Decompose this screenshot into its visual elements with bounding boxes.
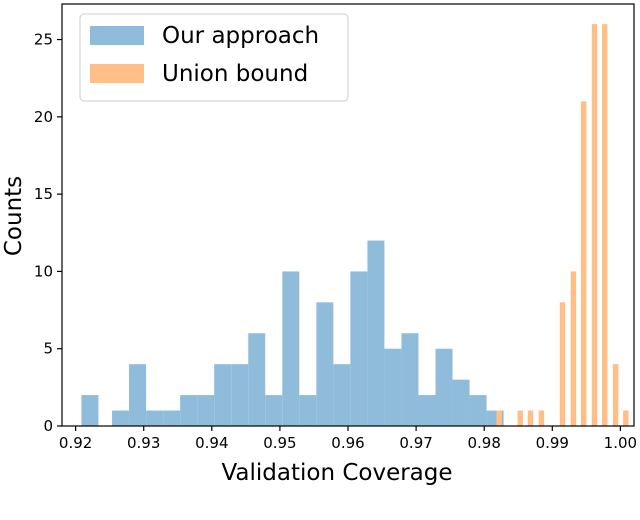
union-bound-bar-6 [580, 101, 587, 426]
legend-swatch [90, 26, 144, 45]
union-bound-bar-8 [602, 24, 608, 426]
our-approach-bar-8 [231, 364, 249, 426]
x-tick-label: 0.98 [467, 434, 500, 452]
x-axis-title: Validation Coverage [221, 460, 452, 486]
y-tick-label: 15 [34, 185, 53, 203]
axes-layer: 0.92 0.93 0.94 0.95 0.96 0.97 0.98 0.99 1.00 0 5 10… [34, 3, 637, 452]
legend: Our approach Union bound [79, 13, 349, 102]
union-bound-bar-7 [591, 24, 598, 426]
union-bound-bar-9 [612, 364, 619, 426]
our-approach-bar-3 [146, 410, 164, 426]
union-bound-bar-4 [559, 302, 566, 426]
y-tick-label: 0 [43, 417, 53, 435]
our-approach-bar-12 [299, 395, 317, 426]
our-approach-bar-19 [418, 395, 436, 426]
union-bound-bar-0 [496, 410, 502, 426]
union-bound-bar-5 [570, 271, 577, 426]
legend-label: Union bound [162, 61, 308, 87]
union-bound-bar-3 [538, 410, 545, 426]
bars-layer [81, 24, 629, 426]
our-approach-bar-9 [248, 333, 266, 426]
our-approach-bar-21 [452, 379, 470, 426]
our-approach-bar-7 [214, 364, 232, 426]
union-bound-bar-10 [623, 410, 629, 426]
our-approach-bar-22 [469, 395, 487, 426]
our-approach-bar-11 [282, 271, 300, 426]
our-approach-bar-20 [435, 348, 453, 426]
our-approach-bar-6 [197, 395, 215, 426]
our-approach-bar-2 [129, 364, 147, 426]
legend-swatch [90, 64, 144, 83]
legend-box [79, 13, 349, 102]
our-approach-bar-10 [265, 395, 283, 426]
y-axis-title: Counts [1, 176, 27, 256]
our-approach-bar-5 [180, 395, 198, 426]
our-approach-bar-4 [163, 410, 181, 426]
x-tick-label: 1.00 [604, 434, 637, 452]
y-tick-label: 5 [43, 340, 53, 358]
our-approach-bar-18 [401, 333, 419, 426]
our-approach-bar-17 [384, 348, 402, 426]
y-tick-label: 20 [34, 108, 53, 126]
union-bound-bar-2 [527, 410, 534, 426]
x-tick-label: 0.93 [127, 434, 160, 452]
x-tick-label: 0.97 [399, 434, 432, 452]
our-approach-bar-15 [350, 271, 368, 426]
our-approach-bar-1 [112, 410, 130, 426]
x-tick-label: 0.94 [195, 434, 228, 452]
x-tick-label: 0.96 [331, 434, 364, 452]
x-tick-label: 0.95 [263, 434, 296, 452]
x-tick-label: 0.99 [536, 434, 569, 452]
y-tick-label: 25 [34, 31, 53, 49]
y-tick-label: 10 [34, 262, 53, 280]
union-bound-bar-1 [517, 410, 524, 426]
our-approach-bar-14 [333, 364, 351, 426]
our-approach-bar-13 [316, 302, 334, 426]
our-approach-bar-0 [81, 395, 99, 426]
legend-label: Our approach [162, 23, 319, 49]
our-approach-bar-16 [367, 240, 385, 426]
x-tick-label: 0.92 [59, 434, 92, 452]
